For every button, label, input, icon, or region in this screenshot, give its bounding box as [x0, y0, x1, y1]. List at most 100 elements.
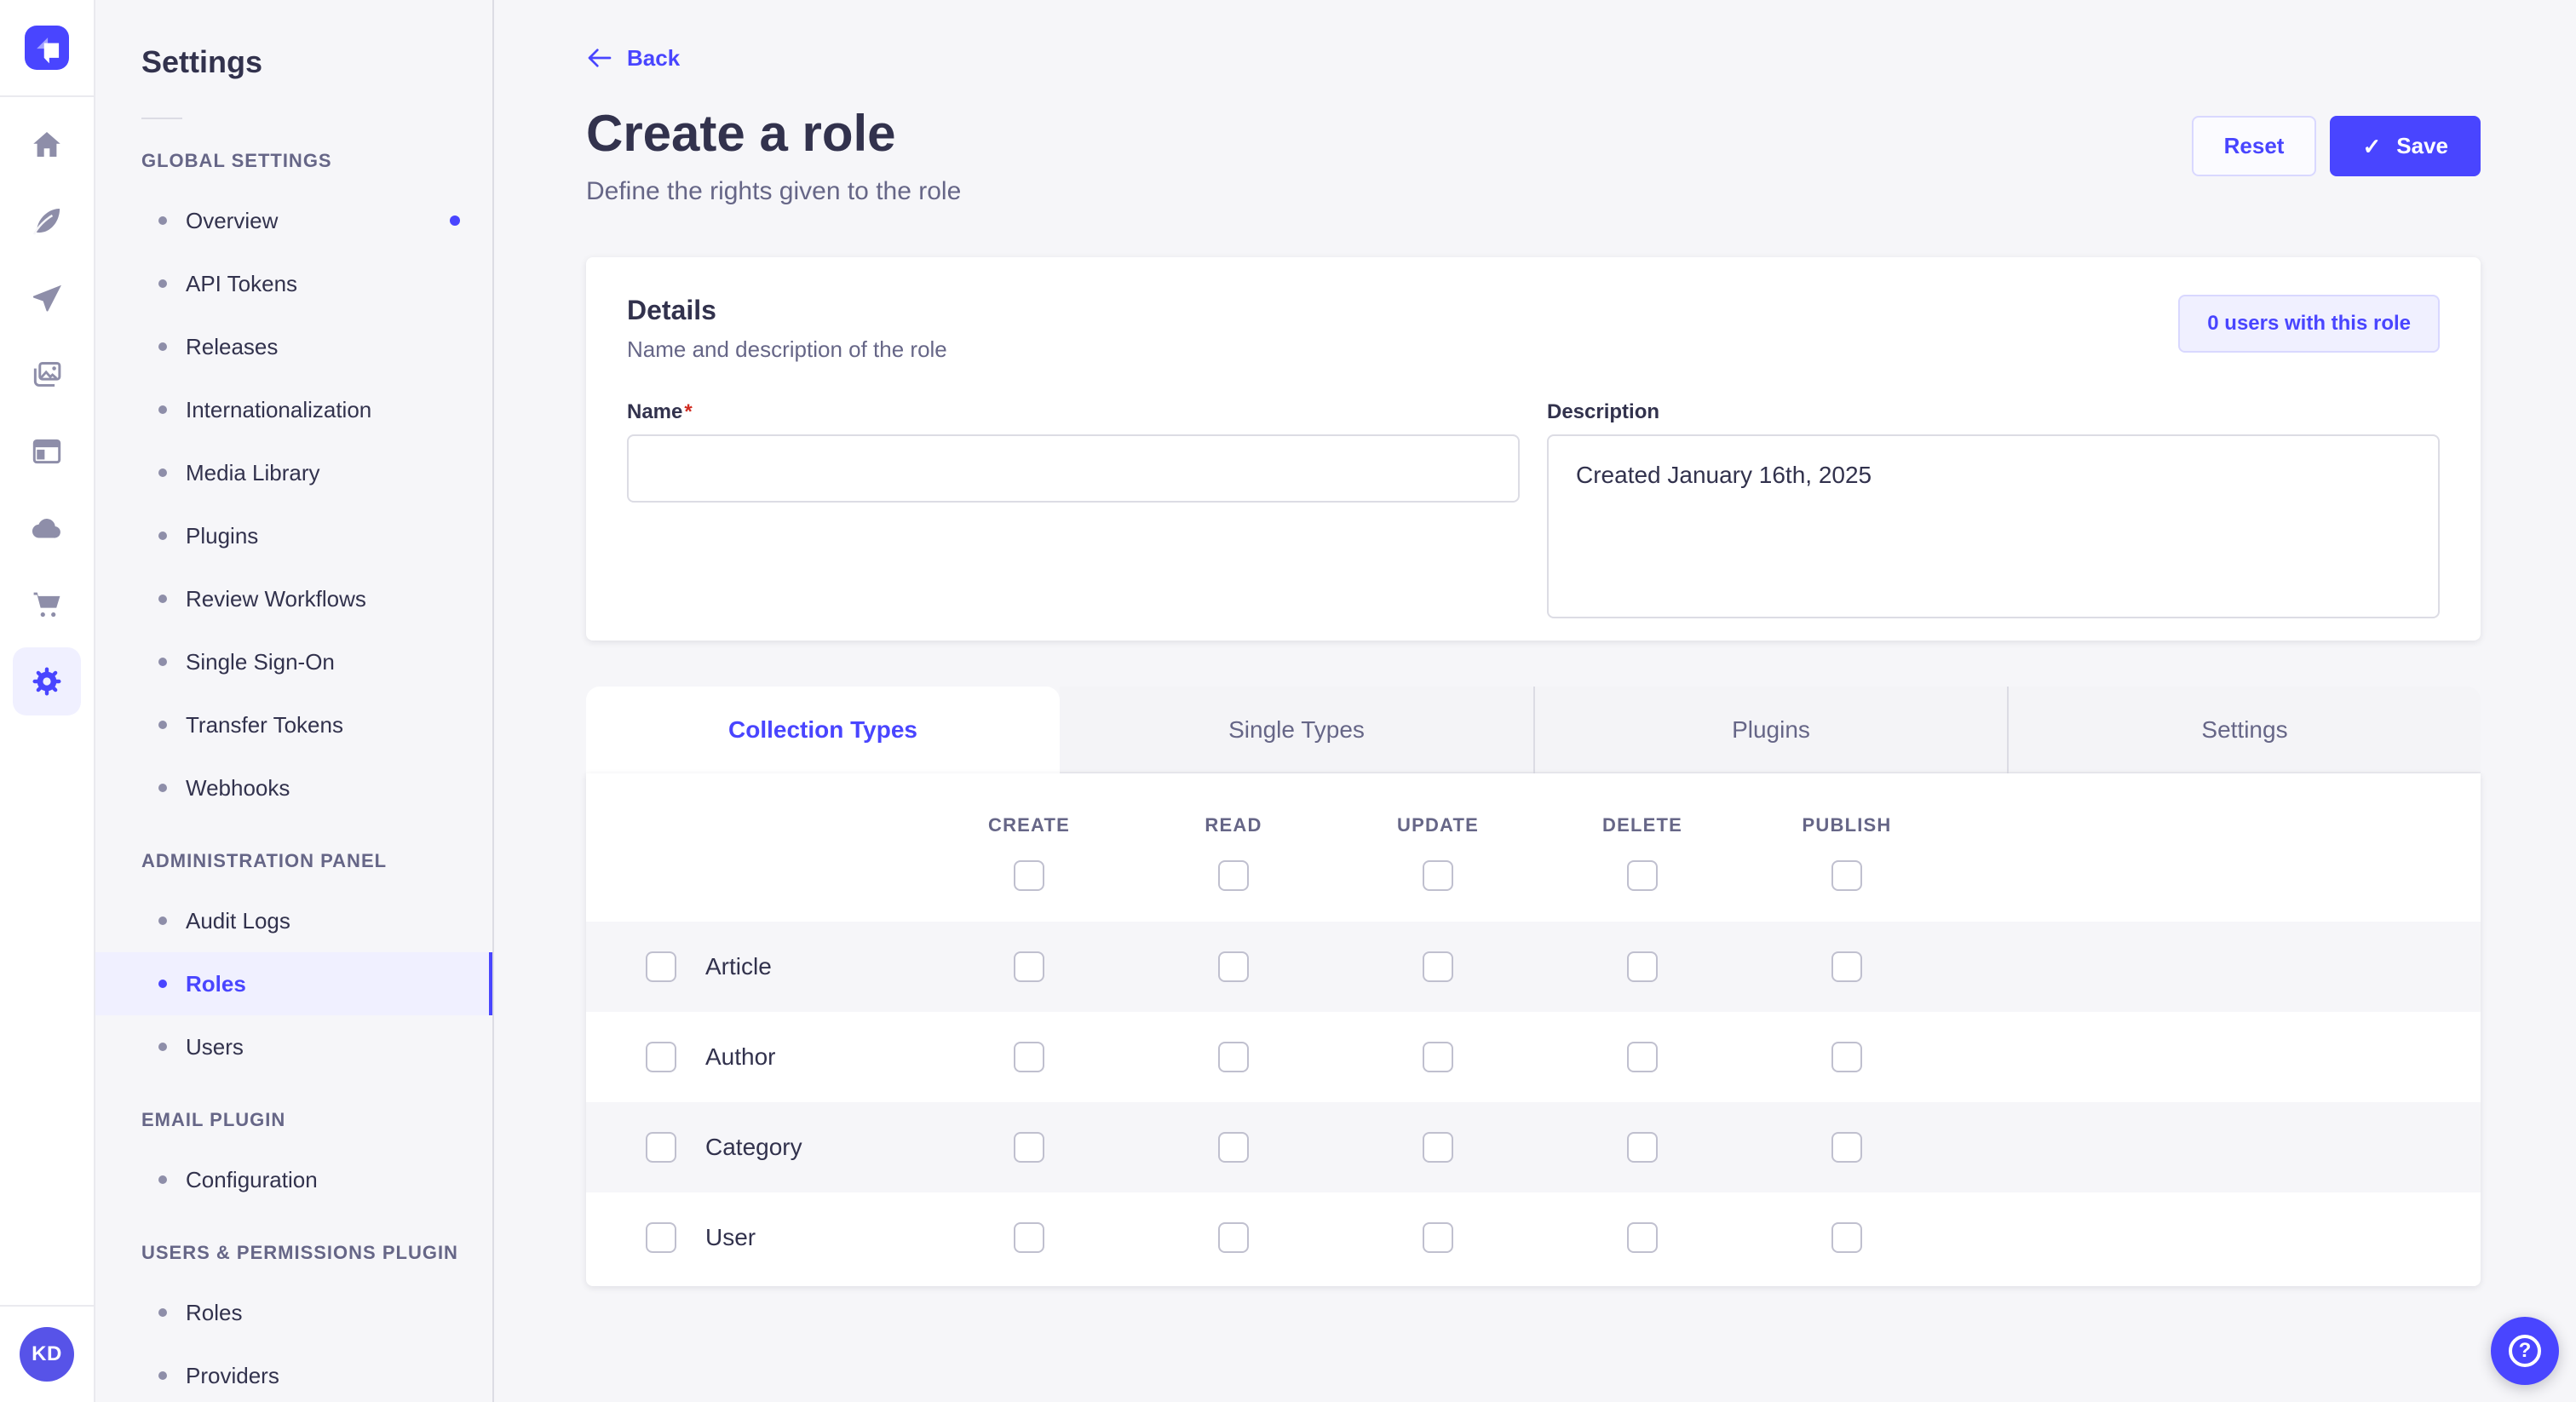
- sidebar-item-internationalization[interactable]: Internationalization: [95, 378, 492, 441]
- category-row-checkbox[interactable]: [646, 1132, 676, 1163]
- permissions-section: Collection Types Single Types Plugins Se…: [586, 687, 2481, 1286]
- cloud-icon[interactable]: [28, 509, 66, 547]
- sidebar-item-media-library[interactable]: Media Library: [95, 441, 492, 504]
- author-create-checkbox[interactable]: [1014, 1042, 1044, 1072]
- sidebar-item-roles[interactable]: Roles: [95, 952, 492, 1015]
- bullet-dot: [158, 1308, 167, 1317]
- permissions-header: CREATE READ UPDATE DELETE PUBLISH: [586, 773, 2481, 922]
- description-label: Description: [1547, 400, 1660, 423]
- bullet-dot: [158, 405, 167, 414]
- sidebar-item-webhooks[interactable]: Webhooks: [95, 756, 492, 819]
- author-row-checkbox[interactable]: [646, 1042, 676, 1072]
- table-row-category: Category: [586, 1102, 2481, 1192]
- select-all-publish-checkbox[interactable]: [1831, 860, 1862, 891]
- sidebar-item-api-tokens[interactable]: API Tokens: [95, 252, 492, 315]
- back-link[interactable]: Back: [586, 44, 680, 72]
- bullet-dot: [158, 980, 167, 988]
- category-publish-checkbox[interactable]: [1831, 1132, 1862, 1163]
- users-with-role-button[interactable]: 0 users with this role: [2178, 295, 2440, 353]
- name-label: Name *: [627, 400, 693, 423]
- description-field[interactable]: Created January 16th, 2025: [1547, 434, 2440, 618]
- tab-collection-types[interactable]: Collection Types: [586, 687, 1060, 773]
- media-gallery-icon[interactable]: [29, 357, 65, 393]
- tab-plugins[interactable]: Plugins: [1533, 687, 2007, 773]
- author-update-checkbox[interactable]: [1423, 1042, 1453, 1072]
- sidebar-separator: [141, 118, 182, 119]
- user-row-checkbox[interactable]: [646, 1222, 676, 1253]
- bullet-dot: [158, 721, 167, 729]
- permissions-tabs: Collection Types Single Types Plugins Se…: [586, 687, 2481, 773]
- column-create: CREATE: [987, 814, 1071, 836]
- user-create-checkbox[interactable]: [1014, 1222, 1044, 1253]
- shopping-cart-icon[interactable]: [29, 587, 65, 623]
- strapi-logo[interactable]: [25, 26, 69, 70]
- arrow-left-icon: [588, 49, 612, 67]
- details-subtitle: Name and description of the role: [627, 336, 947, 362]
- category-read-checkbox[interactable]: [1218, 1132, 1249, 1163]
- author-delete-checkbox[interactable]: [1627, 1042, 1658, 1072]
- select-all-update-checkbox[interactable]: [1423, 860, 1453, 891]
- article-create-checkbox[interactable]: [1014, 951, 1044, 982]
- select-all-delete-checkbox[interactable]: [1627, 860, 1658, 891]
- sidebar-item-review-workflows[interactable]: Review Workflows: [95, 567, 492, 630]
- sidebar-item-audit-logs[interactable]: Audit Logs: [95, 889, 492, 952]
- category-create-checkbox[interactable]: [1014, 1132, 1044, 1163]
- sidebar-item-plugins[interactable]: Plugins: [95, 504, 492, 567]
- select-all-create-checkbox[interactable]: [1014, 860, 1044, 891]
- sidebar-item-configuration[interactable]: Configuration: [95, 1148, 492, 1211]
- home-icon[interactable]: [29, 127, 65, 163]
- category-update-checkbox[interactable]: [1423, 1132, 1453, 1163]
- sidebar-item-transfer-tokens[interactable]: Transfer Tokens: [95, 693, 492, 756]
- user-publish-checkbox[interactable]: [1831, 1222, 1862, 1253]
- author-read-checkbox[interactable]: [1218, 1042, 1249, 1072]
- section-users-permissions-plugin: USERS & PERMISSIONS PLUGIN: [141, 1242, 458, 1263]
- tab-settings[interactable]: Settings: [2007, 687, 2481, 773]
- category-delete-checkbox[interactable]: [1627, 1132, 1658, 1163]
- bullet-dot: [158, 595, 167, 603]
- paper-plane-icon[interactable]: [29, 280, 65, 316]
- column-publish: PUBLISH: [1802, 814, 1892, 836]
- article-delete-checkbox[interactable]: [1627, 951, 1658, 982]
- sidebar-item-up-roles[interactable]: Roles: [95, 1281, 492, 1344]
- section-administration-panel: ADMINISTRATION PANEL: [141, 850, 388, 871]
- sidebar-item-providers[interactable]: Providers: [95, 1344, 492, 1402]
- select-all-read-checkbox[interactable]: [1218, 860, 1249, 891]
- icon-rail: KD: [0, 0, 95, 1402]
- bullet-dot: [158, 468, 167, 477]
- avatar[interactable]: KD: [20, 1327, 74, 1382]
- author-publish-checkbox[interactable]: [1831, 1042, 1862, 1072]
- sidebar-title: Settings: [141, 44, 263, 79]
- feather-icon[interactable]: [29, 204, 65, 239]
- rail-divider: [0, 95, 94, 97]
- user-update-checkbox[interactable]: [1423, 1222, 1453, 1253]
- layout-icon[interactable]: [29, 434, 65, 469]
- user-read-checkbox[interactable]: [1218, 1222, 1249, 1253]
- details-title: Details: [627, 295, 716, 325]
- sidebar-item-single-sign-on[interactable]: Single Sign-On: [95, 630, 492, 693]
- section-global-settings: GLOBAL SETTINGS: [141, 150, 332, 171]
- question-mark-icon: ?: [2509, 1335, 2541, 1367]
- tab-single-types[interactable]: Single Types: [1060, 687, 1533, 773]
- column-delete: DELETE: [1602, 814, 1682, 836]
- user-delete-checkbox[interactable]: [1627, 1222, 1658, 1253]
- page-title: Create a role: [586, 105, 896, 162]
- bullet-dot: [158, 658, 167, 666]
- help-button[interactable]: ?: [2491, 1317, 2559, 1385]
- sidebar-item-users[interactable]: Users: [95, 1015, 492, 1078]
- sidebar-item-overview[interactable]: Overview: [95, 189, 492, 252]
- article-update-checkbox[interactable]: [1423, 951, 1453, 982]
- notification-dot: [450, 215, 460, 226]
- name-field[interactable]: [627, 434, 1520, 503]
- sidebar-item-releases[interactable]: Releases: [95, 315, 492, 378]
- article-read-checkbox[interactable]: [1218, 951, 1249, 982]
- page-subtitle: Define the rights given to the role: [586, 177, 962, 205]
- reset-button[interactable]: Reset: [2191, 116, 2317, 176]
- article-publish-checkbox[interactable]: [1831, 951, 1862, 982]
- check-icon: ✓: [2362, 133, 2382, 159]
- settings-sidebar: Settings GLOBAL SETTINGS Overview API To…: [95, 0, 494, 1402]
- article-row-checkbox[interactable]: [646, 951, 676, 982]
- bullet-dot: [158, 1175, 167, 1184]
- save-button[interactable]: ✓ Save: [2330, 116, 2481, 176]
- bullet-dot: [158, 279, 167, 288]
- gear-icon[interactable]: [13, 647, 81, 715]
